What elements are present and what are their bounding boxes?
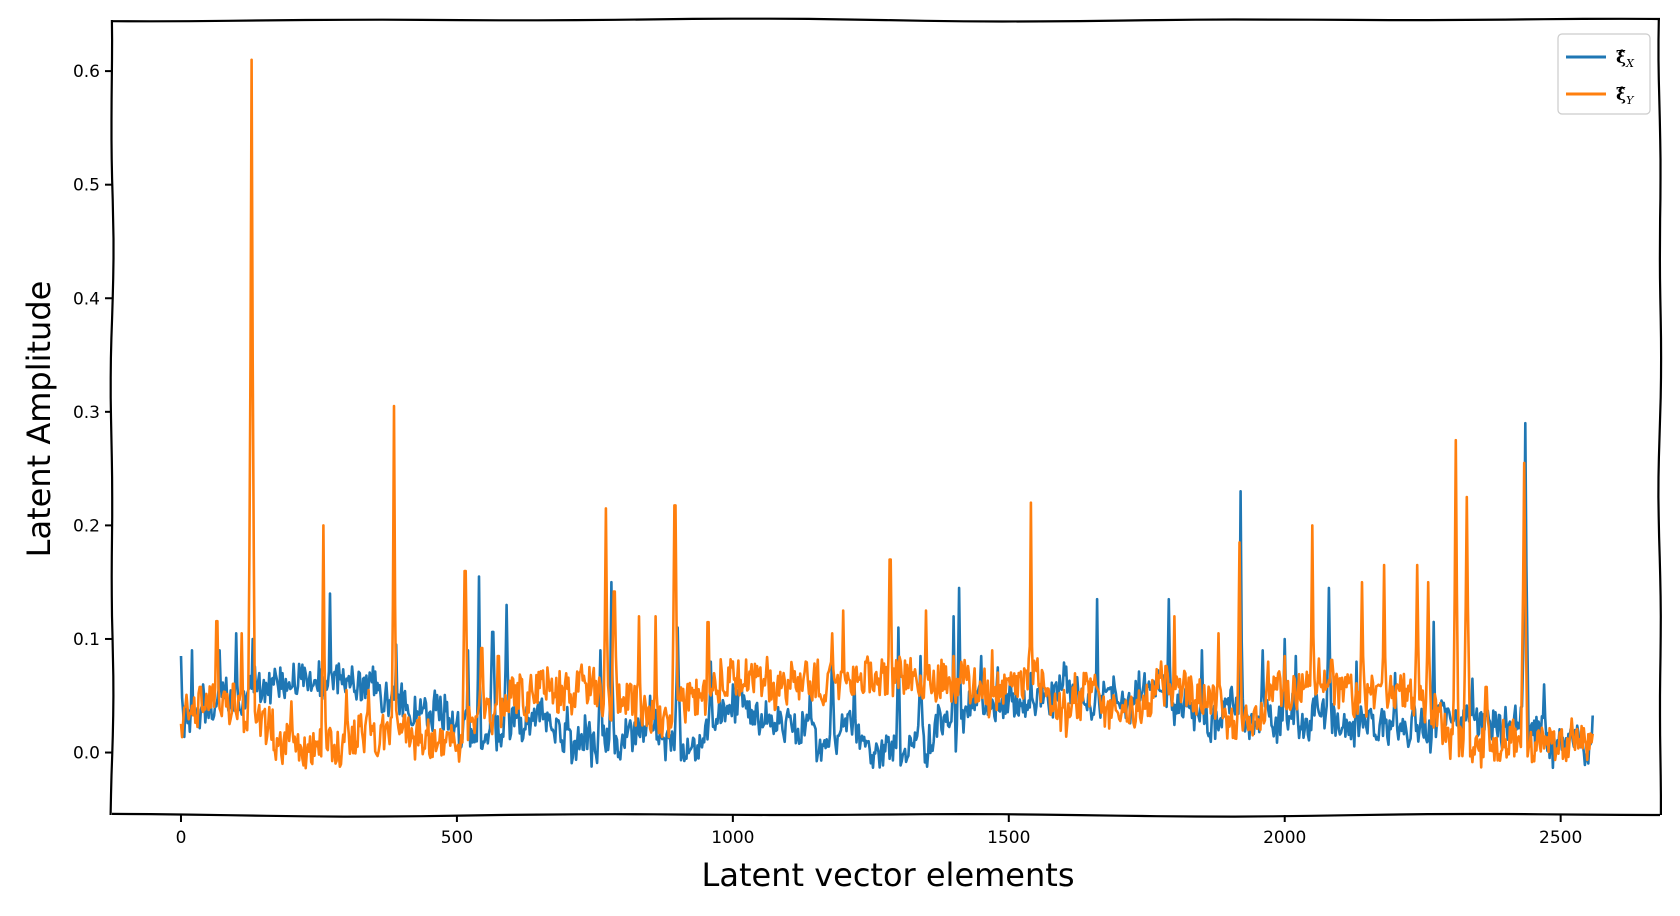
- x-tick-label: 0: [176, 828, 187, 848]
- x-tick-label: 2000: [1263, 828, 1306, 848]
- plot-frame-edge-2: [109, 19, 115, 816]
- legend-label-xi-x: ξ̂X: [1616, 48, 1635, 70]
- x-tick-label: 1000: [711, 828, 754, 848]
- plot-frame-edge-3: [1657, 19, 1663, 815]
- x-axis-label: Latent vector elements: [702, 856, 1075, 894]
- y-tick-label: 0.0: [73, 744, 100, 764]
- y-axis: 0.0 0.1 0.2 0.3 0.4 0.5 0.6: [73, 62, 112, 764]
- x-tick-label: 500: [441, 828, 473, 848]
- y-axis-label: Latent Amplitude: [20, 281, 58, 558]
- plot-frame-edge-0: [111, 17, 1661, 23]
- legend-box: [1557, 33, 1651, 115]
- x-tick-label: 1500: [987, 828, 1030, 848]
- y-tick-label: 0.1: [73, 630, 100, 650]
- y-tick-label: 0.2: [73, 516, 100, 536]
- plot-frame-edge-1: [111, 812, 1661, 818]
- y-tick-label: 0.6: [73, 62, 100, 82]
- y-tick-label: 0.3: [73, 403, 100, 423]
- x-axis: 0 500 1000 1500 2000 2500: [176, 815, 1582, 848]
- series-layer: [179, 58, 1594, 770]
- legend-label-xi-y: ξ̂Y: [1616, 85, 1635, 107]
- y-tick-label: 0.5: [73, 176, 100, 196]
- x-tick-label: 2500: [1539, 828, 1582, 848]
- plot-frame: [109, 17, 1663, 818]
- y-tick-label: 0.4: [73, 289, 100, 309]
- legend: ξ̂X ξ̂Y: [1557, 33, 1651, 115]
- series-line-y: [179, 58, 1594, 770]
